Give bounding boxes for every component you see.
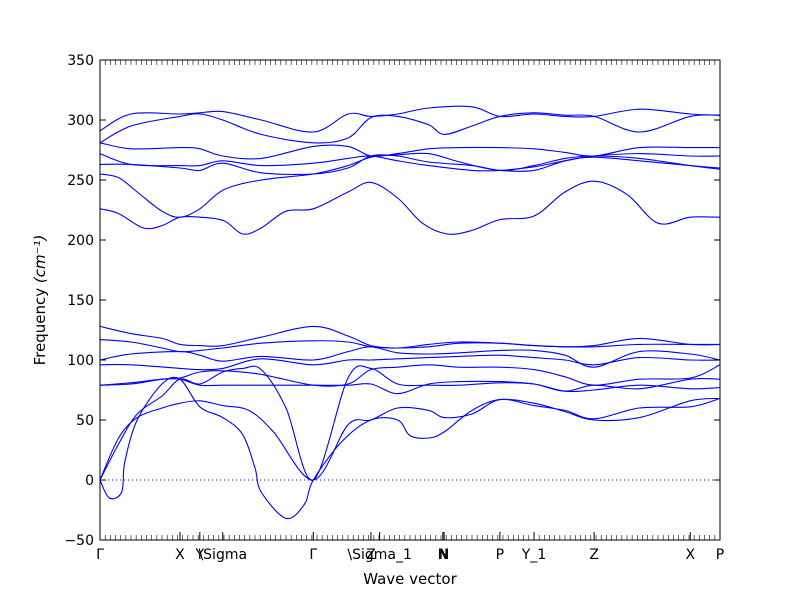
plot-frame (99, 59, 721, 541)
phonon-band-6 (99, 153, 721, 172)
y-tick-label: 100 (67, 353, 94, 369)
kpoint-label: X (685, 547, 695, 563)
phonon-band-11 (99, 354, 721, 371)
kpoint-label: \Sigma_1 (347, 547, 412, 563)
y-axis-label: Frequency (cm⁻¹) (31, 235, 49, 366)
y-tick-label: 200 (67, 233, 94, 249)
kpoint-label: Z (366, 547, 376, 563)
y-tick-label: 350 (67, 53, 94, 69)
phonon-band-2 (99, 180, 721, 235)
y-axis-label-unit: (cm⁻¹) (31, 235, 49, 284)
y-tick-label: 250 (67, 173, 94, 189)
phonon-band-5 (99, 142, 720, 160)
kpoint-label: Z (589, 547, 599, 563)
kpoint-label: Y_1 (521, 547, 546, 563)
kpoint-label: Γ (96, 547, 104, 563)
phonon-band-13 (99, 377, 721, 395)
plot-area (99, 105, 721, 520)
kpoint-label: X (175, 547, 185, 563)
kpoint-label: N (439, 547, 449, 563)
kpoint-label: P (496, 547, 504, 563)
kpoint-label: Γ (309, 547, 317, 563)
phonon-band-7 (99, 154, 721, 175)
phonon-band-10 (99, 346, 721, 368)
y-tick-label: 300 (67, 113, 94, 129)
x-axis-label: Wave vector (363, 570, 457, 588)
y-tick-label: 150 (67, 293, 94, 309)
y-tick-label: −50 (64, 533, 94, 549)
phonon-band-15 (99, 397, 721, 481)
y-tick-label: 0 (85, 473, 94, 489)
phonon-band-4 (99, 112, 721, 144)
kpoint-label: \Sigma (198, 547, 247, 563)
kpoint-label: P (716, 547, 724, 563)
kpoint-label: Y (195, 547, 205, 563)
phonon-band-16 (99, 376, 721, 520)
y-tick-label: 50 (76, 413, 94, 429)
kpoint-label: N (438, 547, 448, 563)
phonon-band-14 (99, 365, 721, 481)
y-axis-label-text: Frequency (31, 283, 49, 365)
